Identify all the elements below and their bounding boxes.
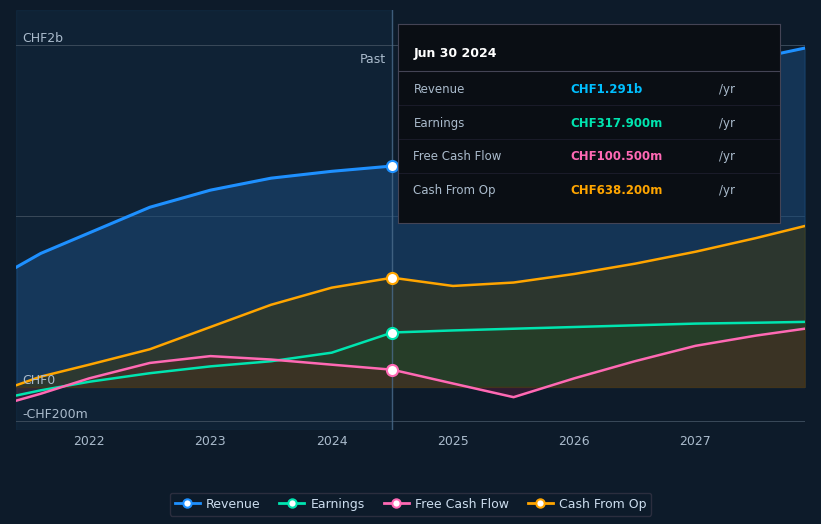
Text: Past: Past bbox=[360, 53, 386, 66]
Text: -CHF200m: -CHF200m bbox=[22, 408, 88, 421]
Text: /yr: /yr bbox=[719, 184, 735, 198]
Legend: Revenue, Earnings, Free Cash Flow, Cash From Op: Revenue, Earnings, Free Cash Flow, Cash … bbox=[170, 493, 651, 516]
Text: Analysts Forecasts: Analysts Forecasts bbox=[402, 53, 518, 66]
Text: /yr: /yr bbox=[719, 83, 735, 96]
Text: /yr: /yr bbox=[719, 117, 735, 129]
Text: CHF638.200m: CHF638.200m bbox=[570, 184, 663, 198]
Text: CHF0: CHF0 bbox=[22, 374, 56, 387]
Text: CHF2b: CHF2b bbox=[22, 31, 63, 45]
Text: CHF1.291b: CHF1.291b bbox=[570, 83, 642, 96]
Text: CHF317.900m: CHF317.900m bbox=[570, 117, 663, 129]
Bar bbox=[16, 10, 392, 430]
Text: Earnings: Earnings bbox=[414, 117, 465, 129]
Text: Cash From Op: Cash From Op bbox=[414, 184, 496, 198]
Text: /yr: /yr bbox=[719, 150, 735, 163]
Text: Jun 30 2024: Jun 30 2024 bbox=[414, 48, 497, 60]
Text: Free Cash Flow: Free Cash Flow bbox=[414, 150, 502, 163]
Text: Revenue: Revenue bbox=[414, 83, 465, 96]
Text: CHF100.500m: CHF100.500m bbox=[570, 150, 663, 163]
